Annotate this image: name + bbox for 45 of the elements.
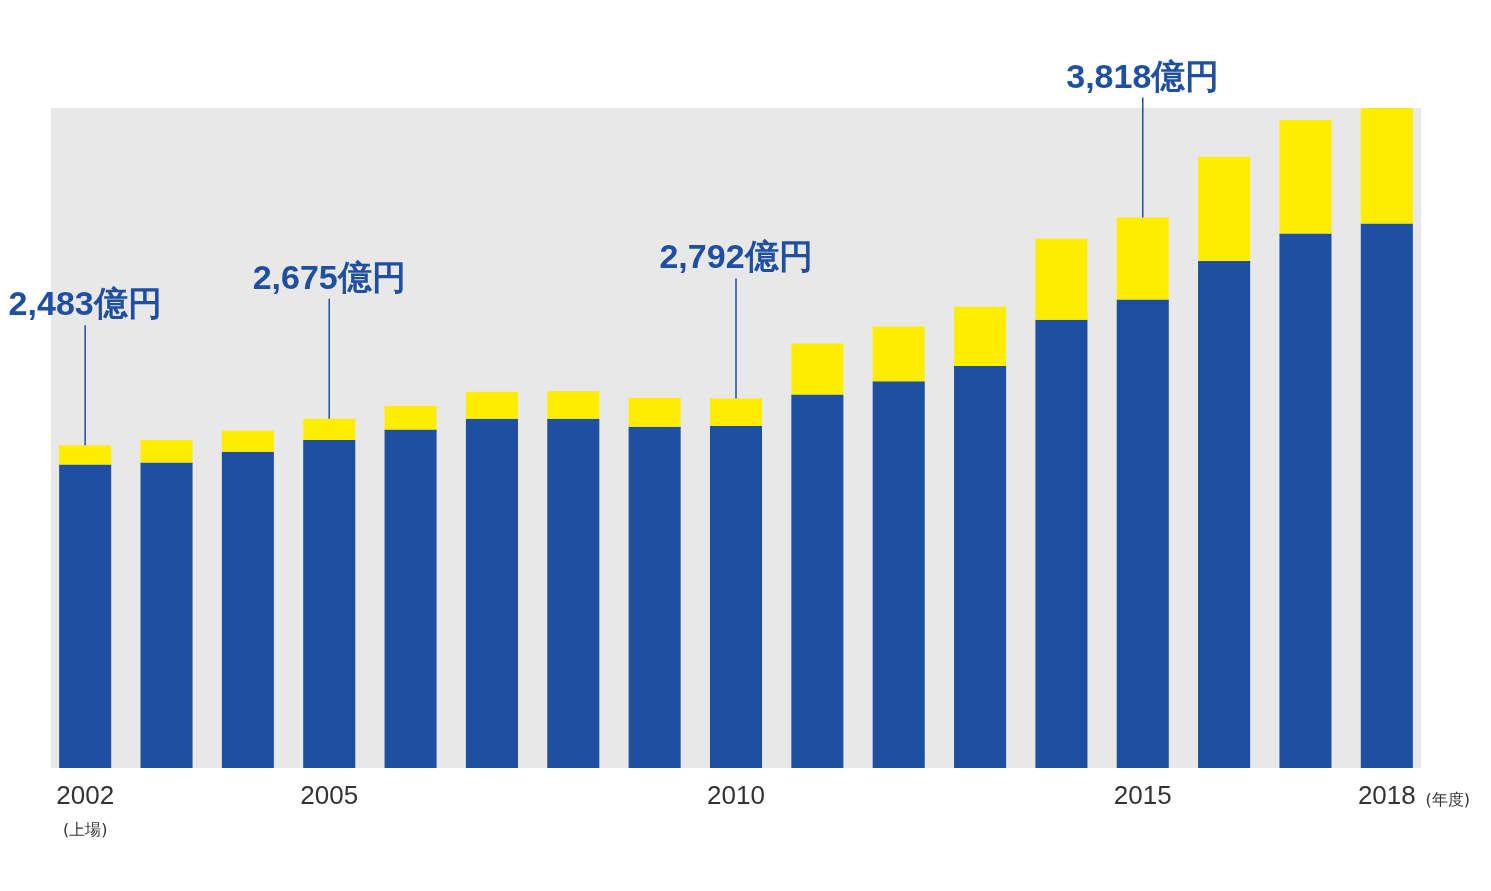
bar: [1279, 119, 1332, 234]
bar: [628, 426, 681, 768]
bar: [547, 391, 600, 419]
x-tick-label: 2005: [300, 779, 359, 810]
bar: [303, 418, 356, 440]
bar: [872, 381, 925, 768]
bar: [59, 464, 112, 768]
x-tick-label: 2018: [1357, 779, 1416, 810]
bar: [1035, 238, 1088, 320]
bar: [1198, 261, 1251, 768]
annotation: 2,675億円: [252, 257, 406, 296]
bar: [872, 326, 925, 382]
bar: [709, 426, 763, 768]
x-axis-title: (年度): [1425, 789, 1470, 809]
bar: [709, 398, 763, 427]
bar: [1360, 223, 1413, 768]
bar: [140, 439, 193, 463]
annotation: 2,483億円: [8, 284, 162, 323]
bar: [59, 445, 112, 465]
bar: [221, 451, 274, 768]
bar: [1116, 299, 1169, 768]
x-tick-label: 2010: [707, 779, 765, 810]
bar: [384, 429, 437, 768]
bar: [1035, 319, 1088, 768]
annotation: 2,792億円: [659, 237, 813, 276]
bar: [954, 306, 1007, 367]
bar: [465, 418, 518, 768]
bar: [954, 366, 1007, 768]
bar: [547, 418, 600, 768]
bar: [303, 439, 356, 768]
text: (上場): [62, 820, 108, 839]
bar: [1116, 217, 1169, 300]
bar: [384, 405, 437, 430]
bar: [791, 394, 844, 768]
bar: [1198, 156, 1251, 262]
bar: [140, 462, 193, 768]
annotation: 3,818億円: [1066, 56, 1220, 95]
x-tick-label: 2015: [1113, 779, 1172, 810]
bar: [1279, 233, 1332, 768]
bar: [1360, 108, 1413, 224]
bar: [791, 343, 844, 395]
bar: [221, 430, 274, 452]
bar: [628, 397, 681, 427]
x-tick-label: 2002: [56, 779, 115, 810]
bar: [465, 391, 518, 419]
